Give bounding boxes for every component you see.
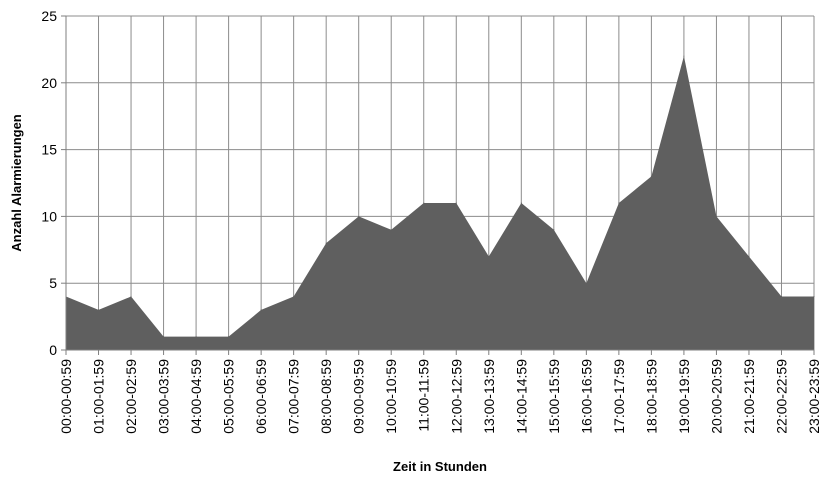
data-point — [488, 255, 490, 257]
x-tick-label: 10:00-10:59 — [383, 359, 399, 434]
x-tick-label: 18:00-18:59 — [643, 359, 659, 434]
x-tick-label: 07:00-07:59 — [286, 359, 302, 434]
x-tick-label: 11:00-11:59 — [416, 359, 432, 432]
data-point — [130, 296, 132, 298]
y-tick-label: 5 — [49, 275, 57, 291]
y-tick-labels: 0 5 10 15 20 25 — [41, 8, 57, 358]
data-point — [293, 296, 295, 298]
data-point — [618, 202, 620, 204]
data-point — [358, 215, 360, 217]
y-tick-label: 10 — [41, 208, 57, 224]
x-tick-label: 02:00-02:59 — [123, 359, 139, 434]
x-tick-label: 20:00-20:59 — [708, 359, 724, 434]
x-tick-label: 23:00-23:59 — [806, 359, 821, 434]
x-axis-title: Zeit in Stunden — [393, 459, 487, 474]
x-tick-label: 12:00-12:59 — [448, 359, 464, 434]
x-tick-label: 13:00-13:59 — [481, 359, 497, 434]
data-point — [715, 215, 717, 217]
x-tick-label: 03:00-03:59 — [156, 359, 172, 434]
data-point — [98, 309, 100, 311]
x-tick-label: 17:00-17:59 — [611, 359, 627, 434]
data-point — [748, 255, 750, 257]
data-point — [813, 296, 815, 298]
data-point — [195, 336, 197, 338]
x-tick-label: 21:00-21:59 — [741, 359, 757, 434]
x-tick-label: 01:00-01:59 — [91, 359, 107, 434]
data-point — [325, 242, 327, 244]
y-tick-label: 15 — [41, 142, 57, 158]
x-tick-label: 15:00-15:59 — [546, 359, 562, 434]
x-tick-label: 08:00-08:59 — [318, 359, 334, 434]
y-tick-label: 20 — [41, 75, 57, 91]
y-tick-label: 25 — [41, 8, 57, 24]
x-tick-label: 04:00-04:59 — [188, 359, 204, 434]
data-point — [683, 55, 685, 57]
x-tick-label: 05:00-05:59 — [221, 359, 237, 434]
x-tick-label: 19:00-19:59 — [676, 359, 692, 434]
data-point — [423, 202, 425, 204]
data-point — [553, 229, 555, 231]
x-tick-label: 00:00-00:59 — [58, 359, 74, 434]
data-point — [390, 229, 392, 231]
axes — [61, 15, 815, 355]
y-axis-title: Anzahl Alarmierungen — [9, 114, 24, 252]
x-tick-label: 06:00-06:59 — [253, 359, 269, 434]
data-point — [585, 282, 587, 284]
data-point — [455, 202, 457, 204]
x-tick-label: 16:00-16:59 — [578, 359, 594, 434]
data-point — [520, 202, 522, 204]
data-point — [780, 296, 782, 298]
data-point — [163, 336, 165, 338]
data-point — [650, 175, 652, 177]
x-tick-label: 09:00-09:59 — [351, 359, 367, 434]
x-tick-label: 22:00-22:59 — [773, 359, 789, 434]
x-tick-label: 14:00-14:59 — [513, 359, 529, 434]
area-series — [65, 55, 815, 350]
area-fill — [66, 56, 814, 350]
x-tick-labels: 00:00-00:59 01:00-01:59 02:00-02:59 03:00-0… — [58, 359, 821, 434]
data-point — [260, 309, 262, 311]
y-tick-label: 0 — [49, 342, 57, 358]
data-point — [228, 336, 230, 338]
